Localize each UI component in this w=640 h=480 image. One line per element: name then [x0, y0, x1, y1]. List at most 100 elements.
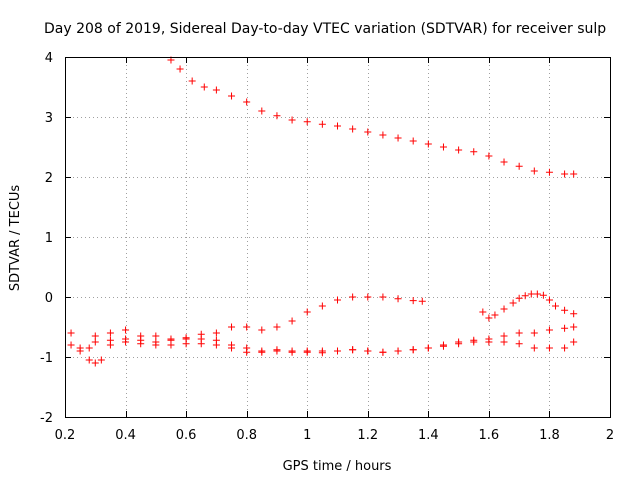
data-point [334, 347, 341, 355]
grid [65, 57, 610, 417]
data-point [485, 152, 493, 160]
data-point [379, 293, 387, 301]
data-point [570, 338, 578, 346]
data-point [334, 296, 341, 304]
x-tick-label: 1.6 [479, 428, 500, 443]
data-point [455, 340, 463, 348]
data-point [318, 120, 326, 128]
data-point [545, 344, 553, 352]
data-point [152, 341, 160, 349]
data-point [500, 332, 508, 340]
data-point [479, 308, 487, 316]
x-tick-labels: 0.2 0.4 0.6 0.8 1 1.2 1.4 1.6 1.8 2 [55, 428, 614, 443]
data-point [349, 293, 357, 301]
x-tick-label: 1.2 [357, 428, 378, 443]
data-point [303, 118, 311, 126]
data-point [349, 346, 357, 354]
x-tick-label: 2 [606, 428, 614, 443]
data-point [545, 326, 553, 334]
data-point [470, 148, 478, 156]
y-tick-labels: -2 -1 0 1 2 3 4 [40, 51, 53, 426]
data-point [485, 314, 493, 322]
data-point [85, 356, 93, 364]
series [67, 323, 578, 367]
series [67, 336, 578, 356]
data-point [97, 356, 105, 364]
data-point [470, 338, 478, 346]
data-point [394, 347, 402, 355]
data-point [137, 340, 145, 348]
y-tick-label: 1 [45, 231, 53, 246]
data-point [228, 323, 236, 331]
data-point [85, 344, 93, 352]
data-point [530, 167, 538, 175]
data-point [288, 116, 296, 124]
series [167, 56, 578, 178]
x-axis-label: GPS time / hours [283, 459, 392, 474]
data-point [561, 324, 569, 332]
data-point [243, 348, 251, 356]
data-point [500, 338, 508, 346]
data-point [122, 326, 130, 334]
data-point [561, 170, 569, 178]
data-point [228, 344, 236, 352]
y-tick-label: 3 [45, 111, 53, 126]
y-tick-label: -2 [40, 411, 53, 426]
data-point [521, 292, 529, 300]
data-point [418, 297, 426, 305]
data-point [288, 317, 296, 325]
data-point [318, 347, 326, 355]
x-tick-label: 0.4 [115, 428, 136, 443]
data-point [570, 323, 578, 331]
data-point [349, 125, 357, 133]
data-point [539, 291, 547, 299]
series [479, 290, 578, 322]
data-point [491, 311, 499, 319]
data-point [167, 341, 175, 349]
data-point [288, 348, 296, 356]
data-point [515, 294, 523, 302]
data-point [500, 158, 508, 166]
x-tick-label: 0.8 [236, 428, 257, 443]
data-point [424, 140, 432, 148]
data-point [485, 338, 493, 346]
data-point [122, 338, 130, 346]
data-point [394, 295, 402, 303]
data-point [67, 341, 75, 349]
data-point [197, 340, 205, 348]
data-point [509, 299, 517, 307]
data-point [228, 92, 236, 100]
data-point [424, 344, 432, 352]
plot-frame [65, 57, 611, 418]
data-point [273, 323, 281, 331]
data-point [91, 359, 99, 367]
data-point [212, 86, 220, 94]
data-point [364, 293, 372, 301]
data-point [561, 344, 569, 352]
data-point [273, 346, 281, 354]
data-point [188, 77, 196, 85]
data-point [439, 342, 447, 350]
data-point [533, 290, 541, 298]
y-tick-label: 0 [45, 291, 53, 306]
data-point [176, 65, 184, 73]
data-point [570, 170, 578, 178]
data-point [91, 338, 99, 346]
data-point [258, 107, 266, 115]
data-point [258, 326, 266, 334]
data-point [212, 341, 220, 349]
data-point [200, 83, 208, 91]
data-point [258, 347, 266, 355]
data-point [67, 329, 75, 337]
data-point [273, 112, 281, 120]
data-point [76, 347, 84, 355]
data-point [379, 131, 387, 139]
data-point [243, 323, 251, 331]
data-point [106, 329, 114, 337]
y-axis-label: SDTVAR / TECUs [8, 185, 23, 292]
y-tick-label: 2 [45, 171, 53, 186]
data-point [530, 329, 538, 337]
data-point [364, 347, 372, 355]
x-tick-label: 0.2 [55, 428, 76, 443]
data-point [106, 336, 114, 344]
